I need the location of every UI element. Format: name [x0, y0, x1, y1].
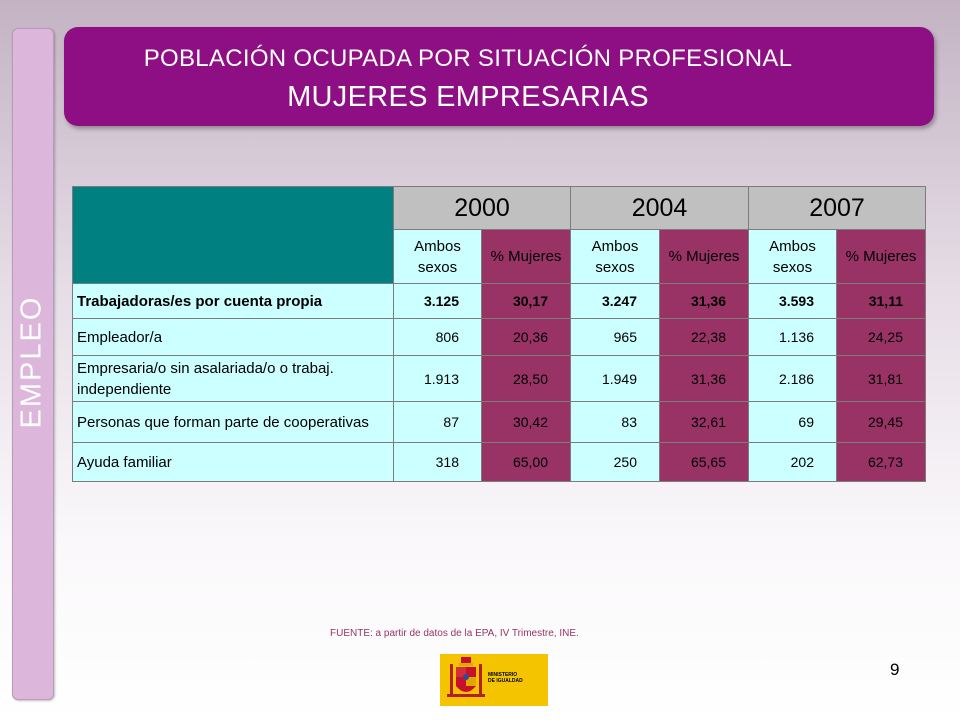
year-header-2000: 2000 — [393, 186, 571, 230]
year-header-2004: 2004 — [570, 186, 749, 230]
row-label: Personas que forman parte de cooperativa… — [72, 401, 394, 443]
title-banner: POBLACIÓN OCUPADA POR SITUACIÓN PROFESIO… — [64, 27, 934, 126]
cell-value: 30,42 — [481, 401, 571, 443]
subheader-pct-mujeres: % Mujeres — [659, 229, 749, 284]
subheader-ambos-sexos: Ambos sexos — [748, 229, 837, 284]
cell-value: 250 — [570, 442, 660, 482]
subheader-ambos-sexos: Ambos sexos — [393, 229, 482, 284]
row-label-line: independiente — [77, 380, 172, 398]
subheader-pct-mujeres: % Mujeres — [836, 229, 926, 284]
subheader-line: Ambos — [414, 237, 461, 255]
cell-value: 32,61 — [659, 401, 749, 443]
cell-value: 318 — [393, 442, 482, 482]
source-note: FUENTE: a partir de datos de la EPA, IV … — [330, 628, 579, 639]
cell-value: 83 — [570, 401, 660, 443]
subheader-ambos-sexos: Ambos sexos — [570, 229, 660, 284]
sidebar-panel — [12, 28, 54, 700]
subheader-line: sexos — [772, 258, 813, 276]
sidebar-label: EMPLEO — [15, 295, 48, 429]
row-label: Empresaria/o sin asalariada/o o trabaj. i… — [72, 355, 394, 402]
cell-value: 28,50 — [481, 355, 571, 402]
ministry-logo: MINISTERIO DE IGUALDAD — [440, 654, 548, 706]
cell-value: 806 — [393, 318, 482, 356]
page-number: 9 — [890, 660, 900, 679]
cell-value: 24,25 — [836, 318, 926, 356]
logo-line: DE IGUALDAD — [488, 678, 523, 684]
cell-value: 69 — [748, 401, 837, 443]
cell-value: 202 — [748, 442, 837, 482]
cell-value: 31,36 — [659, 355, 749, 402]
cell-value: 87 — [393, 401, 482, 443]
cell-value: 965 — [570, 318, 660, 356]
cell-value: 20,36 — [481, 318, 571, 356]
table-corner — [72, 186, 394, 284]
subheader-line: Ambos — [591, 237, 639, 255]
cell-value: 65,00 — [481, 442, 571, 482]
cell-value: 30,17 — [481, 283, 571, 319]
cell-value: 1.949 — [570, 355, 660, 402]
subheader-pct-mujeres: % Mujeres — [481, 229, 571, 284]
subheader-line: Ambos — [769, 237, 816, 255]
table-row: Empleador/a 806 20,36 965 22,38 1.136 24… — [72, 318, 926, 356]
subheader-line: sexos — [417, 258, 458, 276]
cell-value: 31,11 — [836, 283, 926, 319]
cell-value: 1.913 — [393, 355, 482, 402]
year-header-2007: 2007 — [748, 186, 926, 230]
logo-line: MINISTERIO — [488, 672, 518, 678]
row-label: Trabajadoras/es por cuenta propia — [72, 283, 394, 319]
table-row: Ayuda familiar 318 65,00 250 65,65 202 6… — [72, 442, 926, 482]
subheader-line: sexos — [595, 258, 635, 276]
cell-value: 3.125 — [393, 283, 482, 319]
cell-value: 31,36 — [659, 283, 749, 319]
table-row: Empresaria/o sin asalariada/o o trabaj. i… — [72, 355, 926, 402]
title-line-1: POBLACIÓN OCUPADA POR SITUACIÓN PROFESIO… — [143, 45, 793, 72]
data-table: 2000 2004 2007 Ambos sexos % Mujeres Ambo… — [72, 186, 926, 482]
title-line-2: MUJERES EMPRESARIAS — [287, 81, 649, 113]
cell-value: 22,38 — [659, 318, 749, 356]
cell-value: 3.593 — [748, 283, 837, 319]
row-label: Ayuda familiar — [72, 442, 394, 482]
logo-text: MINISTERIO DE IGUALDAD — [488, 672, 523, 684]
cell-value: 29,45 — [836, 401, 926, 443]
cell-value: 1.136 — [748, 318, 837, 356]
cell-value: 2.186 — [748, 355, 837, 402]
cell-value: 31,81 — [836, 355, 926, 402]
table-row: Trabajadoras/es por cuenta propia 3.125 … — [72, 283, 926, 319]
cell-value: 62,73 — [836, 442, 926, 482]
cell-value: 65,65 — [659, 442, 749, 482]
coat-of-arms-icon — [447, 657, 485, 697]
row-label: Empleador/a — [72, 318, 394, 356]
table-row: Personas que forman parte de cooperativa… — [72, 401, 926, 443]
row-label-line: Empresaria/o sin asalariada/o o trabaj. — [77, 359, 334, 377]
cell-value: 3.247 — [570, 283, 660, 319]
